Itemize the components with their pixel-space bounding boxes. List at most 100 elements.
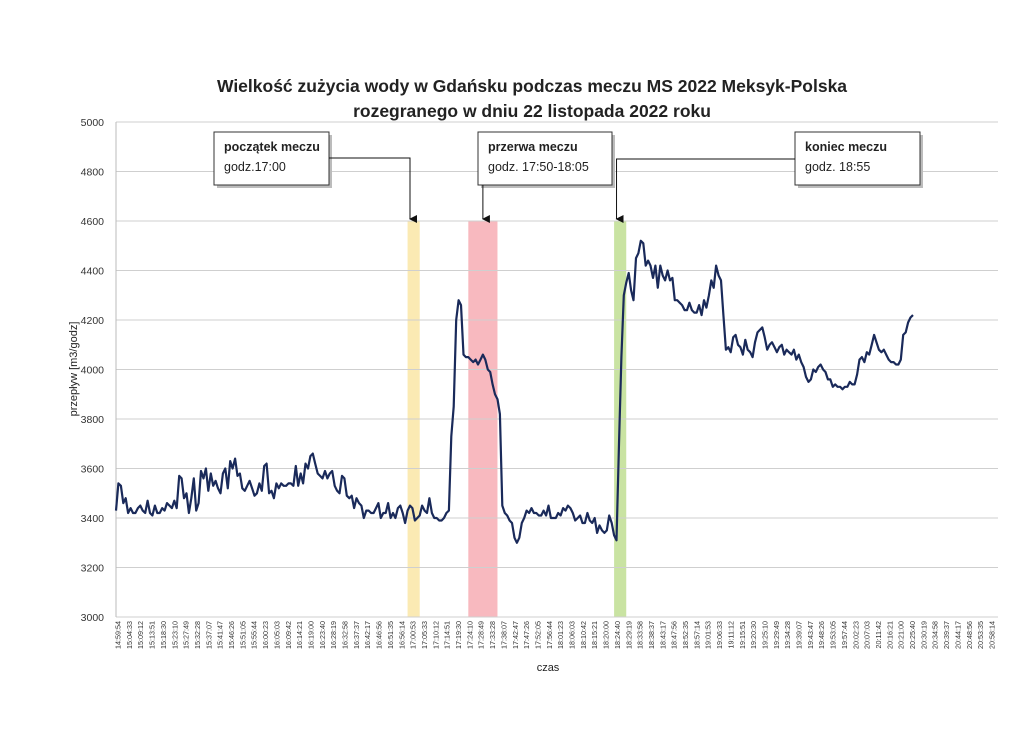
y-tick-label: 3000	[81, 612, 105, 624]
x-tick-label: 20:07:03	[863, 621, 872, 649]
annotation-arrow	[329, 157, 417, 223]
x-tick-label: 15:18:30	[159, 621, 168, 649]
x-tick-label: 18:47:56	[670, 621, 679, 649]
x-tick-label: 16:42:17	[363, 621, 372, 649]
x-tick-label: 15:27:49	[182, 621, 191, 649]
x-axis-label: czas	[537, 662, 560, 674]
x-tick-label: 20:11:42	[874, 621, 883, 648]
x-tick-label: 16:05:03	[272, 621, 281, 649]
x-tick-label: 19:57:44	[840, 621, 849, 649]
x-tick-label: 19:43:47	[806, 621, 815, 649]
y-tick-labels: 3000 3200 3400 3600 3800 4000 4200 4400 4600 4800…	[81, 117, 105, 624]
x-tick-labels: 14:59:54 15:04:33 15:09:12 15:13:51 15:18:30…	[114, 621, 997, 649]
y-tick-label: 3400	[81, 513, 105, 525]
x-tick-label: 16:19:00	[306, 621, 315, 649]
y-tick-label: 4600	[81, 216, 105, 228]
x-tick-label: 19:39:07	[795, 621, 804, 649]
annotation-3: koniec meczu godz. 18:55	[615, 131, 923, 223]
x-tick-label: 17:00:53	[409, 621, 418, 649]
annotation-box	[213, 131, 330, 186]
x-tick-label: 18:06:03	[568, 621, 577, 649]
x-tick-label: 14:59:54	[114, 621, 123, 649]
x-tick-label: 19:15:51	[738, 621, 747, 649]
x-tick-label: 20:48:56	[965, 621, 974, 649]
x-tick-label: 17:05:33	[420, 621, 429, 649]
x-tick-label: 19:20:30	[749, 621, 758, 649]
x-tick-label: 16:00:23	[261, 621, 270, 649]
x-tick-label: 20:21:00	[897, 621, 906, 649]
x-tick-label: 17:56:44	[545, 621, 554, 649]
annotations: początek meczu godz.17:00 przerwa meczu god…	[213, 131, 923, 223]
x-tick-label: 16:51:35	[386, 621, 395, 649]
x-tick-label: 20:16:21	[885, 621, 894, 649]
x-tick-label: 15:46:26	[227, 621, 236, 649]
x-tick-label: 17:47:26	[522, 621, 531, 649]
series-layer	[114, 239, 914, 544]
annotation-2: przerwa meczu godz. 17:50-18:05	[477, 131, 615, 223]
x-tick-label: 19:48:26	[817, 621, 826, 649]
x-tick-label: 18:15:21	[590, 621, 599, 649]
x-tick-label: 15:09:12	[136, 621, 145, 649]
x-tick-label: 16:46:56	[375, 621, 384, 649]
x-tick-label: 15:55:44	[250, 621, 259, 649]
x-tick-label: 20:30:19	[919, 621, 928, 649]
y-tick-label: 4200	[81, 315, 105, 327]
x-tick-label: 17:10:12	[431, 621, 440, 649]
x-tick-label: 18:20:00	[602, 621, 611, 649]
x-tick-label: 16:14:21	[295, 621, 304, 649]
chart-title-line2: rozegranego w dniu 22 listopada 2022 rok…	[353, 101, 711, 121]
x-tick-label: 15:51:05	[238, 621, 247, 649]
annotation-box	[477, 131, 613, 186]
annotation-box	[794, 131, 921, 186]
x-tick-label: 17:33:28	[488, 621, 497, 649]
x-tick-label: 18:29:19	[624, 621, 633, 649]
annotation-arrow	[615, 158, 795, 223]
x-tick-label: 20:34:58	[931, 621, 940, 649]
annotation-title: przerwa meczu	[488, 140, 578, 154]
x-tick-label: 20:39:37	[942, 621, 951, 649]
chart-title-line1: Wielkość zużycia wody w Gdańsku podczas …	[217, 76, 847, 96]
annotation-1: początek meczu godz.17:00	[213, 131, 417, 223]
x-tick-label: 15:32:28	[193, 621, 202, 649]
x-tick-label: 19:11:12	[726, 621, 735, 648]
x-tick-label: 18:33:58	[636, 621, 645, 649]
x-tick-label: 18:01:23	[556, 621, 565, 649]
annotation-text: godz. 18:55	[805, 160, 870, 174]
x-tick-label: 16:28:19	[329, 621, 338, 649]
x-tick-label: 17:28:49	[477, 621, 486, 649]
x-tick-label: 20:44:17	[953, 621, 962, 649]
x-tick-label: 18:52:35	[681, 621, 690, 649]
x-tick-label: 19:53:05	[829, 621, 838, 649]
x-tick-label: 15:41:47	[216, 621, 225, 649]
x-tick-label: 18:57:14	[692, 621, 701, 649]
x-tick-label: 17:52:05	[533, 621, 542, 649]
x-tick-label: 17:38:07	[499, 621, 508, 649]
y-tick-label: 4800	[81, 167, 105, 179]
y-tick-label: 3800	[81, 414, 105, 426]
x-tick-label: 15:13:51	[148, 621, 157, 649]
y-tick-label: 3600	[81, 464, 105, 476]
x-tick-label: 18:24:40	[613, 621, 622, 649]
x-tick-label: 17:42:47	[511, 621, 520, 649]
y-axis-label: przepływ [m3/godz]	[68, 322, 80, 417]
x-tick-label: 19:25:10	[760, 621, 769, 649]
x-tick-label: 20:25:40	[908, 621, 917, 649]
y-tick-label: 4000	[81, 365, 105, 377]
x-tick-label: 18:10:42	[579, 621, 588, 649]
x-tick-label: 15:04:33	[125, 621, 134, 649]
x-tick-label: 17:19:30	[454, 621, 463, 649]
x-tick-label: 18:38:37	[647, 621, 656, 649]
x-tick-label: 20:02:23	[851, 621, 860, 649]
x-tick-label: 16:56:14	[397, 621, 406, 649]
x-tick-label: 16:32:58	[341, 621, 350, 649]
x-tick-label: 16:09:42	[284, 621, 293, 649]
y-tick-label: 5000	[81, 117, 105, 129]
annotation-title: początek meczu	[224, 140, 320, 154]
y-tick-label: 4400	[81, 266, 105, 278]
x-tick-label: 17:24:10	[465, 621, 474, 649]
grid-lines	[115, 121, 998, 618]
annotation-title: koniec meczu	[805, 140, 887, 154]
x-tick-label: 19:01:53	[704, 621, 713, 649]
y-tick-label: 3200	[81, 563, 105, 575]
